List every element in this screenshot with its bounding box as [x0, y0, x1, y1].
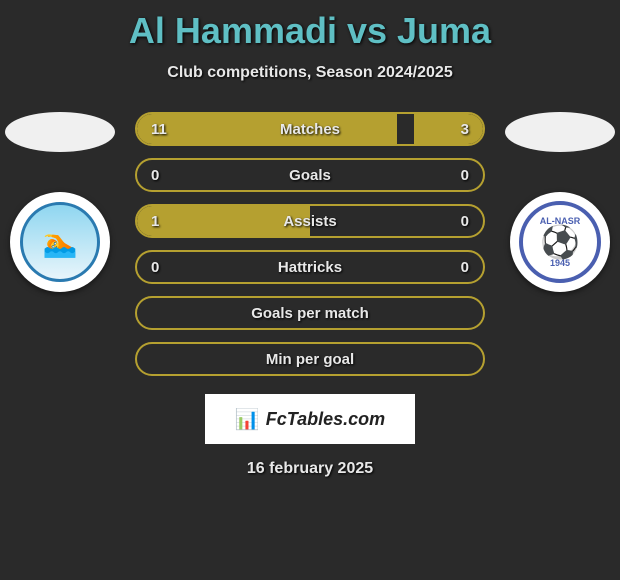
club-badge-left-icon: 🏊 [20, 202, 100, 282]
stat-row: 0Hattricks0 [135, 250, 485, 284]
content-area: 🏊 AL-NASR ⚽ 1945 11Matches30Goals01Assis… [0, 112, 620, 376]
chart-icon: 📊 [235, 407, 260, 432]
stat-label: Matches [137, 121, 483, 138]
stat-label: Min per goal [137, 351, 483, 368]
stat-value-right: 0 [461, 259, 469, 276]
page-title: Al Hammadi vs Juma [0, 0, 620, 52]
subtitle: Club competitions, Season 2024/2025 [0, 64, 620, 82]
player-left-club-badge: 🏊 [10, 192, 110, 292]
player-left-column: 🏊 [0, 112, 120, 292]
player-left-photo [5, 112, 115, 152]
stats-container: 11Matches30Goals01Assists00Hattricks0Goa… [135, 112, 485, 376]
stat-row: 1Assists0 [135, 204, 485, 238]
stat-value-right: 3 [461, 121, 469, 138]
stat-row: 0Goals0 [135, 158, 485, 192]
date-label: 16 february 2025 [0, 460, 620, 478]
stat-label: Hattricks [137, 259, 483, 276]
stat-row: Goals per match [135, 296, 485, 330]
stat-value-right: 0 [461, 213, 469, 230]
stat-label: Goals per match [137, 305, 483, 322]
badge-right-year: 1945 [550, 258, 570, 268]
fctables-label: FcTables.com [266, 409, 385, 430]
stat-label: Assists [137, 213, 483, 230]
fctables-attribution: 📊 FcTables.com [205, 394, 415, 444]
stat-value-right: 0 [461, 167, 469, 184]
soccer-ball-icon: ⚽ [540, 226, 580, 258]
player-right-column: AL-NASR ⚽ 1945 [500, 112, 620, 292]
club-badge-right-icon: AL-NASR ⚽ 1945 [519, 201, 601, 283]
stat-label: Goals [137, 167, 483, 184]
player-right-club-badge: AL-NASR ⚽ 1945 [510, 192, 610, 292]
stat-row: Min per goal [135, 342, 485, 376]
stat-row: 11Matches3 [135, 112, 485, 146]
player-right-photo [505, 112, 615, 152]
